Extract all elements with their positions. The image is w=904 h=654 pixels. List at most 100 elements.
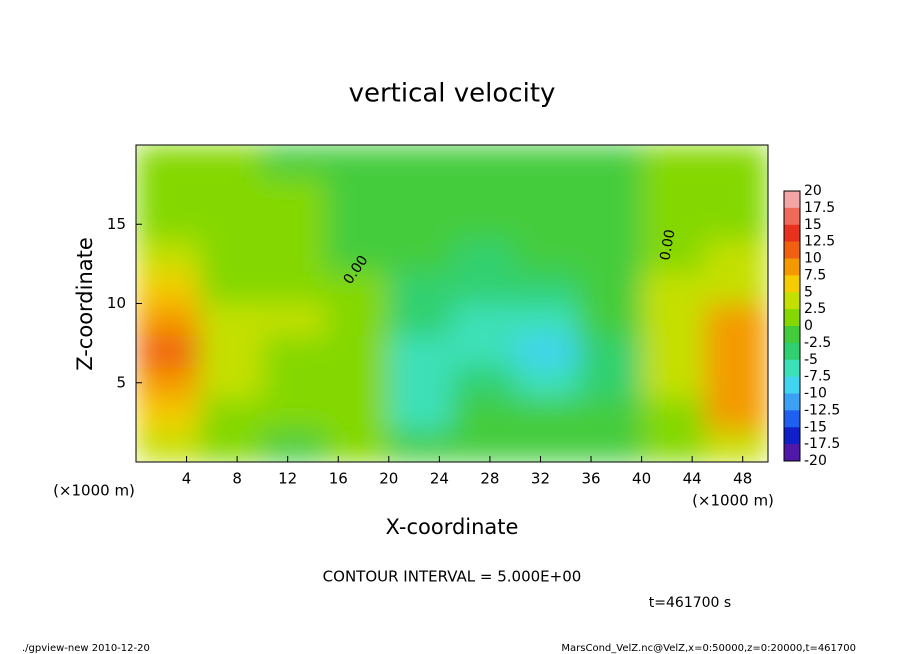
cell <box>388 240 453 273</box>
colorbar-label: -15 <box>804 419 827 435</box>
x-axis-label: X-coordinate <box>386 515 519 539</box>
cell <box>199 145 263 178</box>
colorbar-swatch <box>784 258 800 276</box>
cell <box>452 366 516 400</box>
cell <box>262 398 327 431</box>
cell <box>452 176 516 209</box>
cell <box>515 240 579 273</box>
cell <box>452 430 516 462</box>
y-tick-label: 10 <box>107 294 126 312</box>
cell <box>262 303 327 336</box>
cell <box>136 145 200 178</box>
time-label: t=461700 s <box>649 595 731 611</box>
cell <box>262 145 327 178</box>
colorbar-label: -20 <box>804 453 827 469</box>
cell <box>136 176 200 209</box>
cell <box>641 335 706 368</box>
cell <box>641 271 706 304</box>
cell <box>704 271 768 304</box>
colorbar-swatch <box>784 224 800 242</box>
chart-title: vertical velocity <box>349 79 556 109</box>
cell <box>704 366 768 400</box>
cell <box>136 398 200 431</box>
cell <box>388 335 453 368</box>
cell <box>578 176 643 209</box>
cell <box>515 145 579 178</box>
colorbar-label: -17.5 <box>804 436 840 452</box>
colorbar-swatch <box>784 393 800 411</box>
cell <box>515 271 579 304</box>
cell <box>515 303 579 336</box>
cell <box>641 430 706 462</box>
cell <box>515 335 579 368</box>
cell <box>704 430 768 462</box>
cell <box>388 208 453 241</box>
y-axis-label: Z-coordinate <box>73 237 97 371</box>
cell <box>136 271 200 304</box>
cell <box>199 366 263 400</box>
cell <box>452 208 516 241</box>
cell <box>388 398 453 431</box>
cell <box>136 366 200 400</box>
colorbar-label: 0 <box>804 318 813 334</box>
cell <box>641 176 706 209</box>
cell <box>136 208 200 241</box>
cell <box>136 240 200 273</box>
cell <box>641 240 706 273</box>
cell <box>641 398 706 431</box>
cell <box>388 430 453 462</box>
colorbar-label: 7.5 <box>804 267 826 283</box>
x-tick-label: 16 <box>329 470 348 488</box>
cell <box>515 366 579 400</box>
cell <box>262 240 327 273</box>
y-tick-label: 15 <box>107 215 126 233</box>
cell <box>452 240 516 273</box>
colorbar-label: -5 <box>804 352 818 368</box>
cell <box>452 303 516 336</box>
cell <box>704 176 768 209</box>
x-tick-label: 40 <box>632 470 651 488</box>
cell <box>704 240 768 273</box>
footer: ./gpview-new 2010-12-20 <box>22 643 150 654</box>
colorbar-swatch <box>784 359 800 377</box>
cell <box>325 303 390 336</box>
cell <box>704 208 768 241</box>
cell <box>704 335 768 368</box>
cell <box>136 430 200 462</box>
cell <box>641 208 706 241</box>
colorbar-swatch <box>784 309 800 327</box>
colorbar-label: 5 <box>804 284 813 300</box>
colorbar-frame <box>783 190 801 462</box>
cell <box>199 430 263 462</box>
contour-interval: CONTOUR INTERVAL = 5.000E+00 <box>323 568 582 586</box>
x-unit: (×1000 m) <box>692 492 774 510</box>
colorbar-label: -7.5 <box>804 369 831 385</box>
colorbar-swatch <box>784 410 800 428</box>
cell <box>452 398 516 431</box>
cell <box>325 240 390 273</box>
cell <box>325 366 390 400</box>
colorbar-swatch <box>784 444 800 462</box>
x-tick-label: 4 <box>182 470 192 488</box>
x-unit: (×1000 m) <box>53 482 135 500</box>
cell <box>262 176 327 209</box>
colorbar-swatch <box>784 275 800 293</box>
colorbar-label: -2.5 <box>804 335 831 351</box>
cell <box>578 271 643 304</box>
cell <box>515 176 579 209</box>
cell <box>262 335 327 368</box>
cell <box>452 271 516 304</box>
cell <box>325 430 390 462</box>
x-tick-label: 28 <box>480 470 499 488</box>
colorbar-swatch <box>784 326 800 344</box>
cell <box>515 398 579 431</box>
cell <box>641 303 706 336</box>
cell <box>515 430 579 462</box>
cell <box>199 176 263 209</box>
colorbar-label: 15 <box>804 217 822 233</box>
contour-label: 0.00 <box>657 228 678 261</box>
colorbar-label: -10 <box>804 386 827 402</box>
cell <box>199 240 263 273</box>
field <box>136 145 768 462</box>
